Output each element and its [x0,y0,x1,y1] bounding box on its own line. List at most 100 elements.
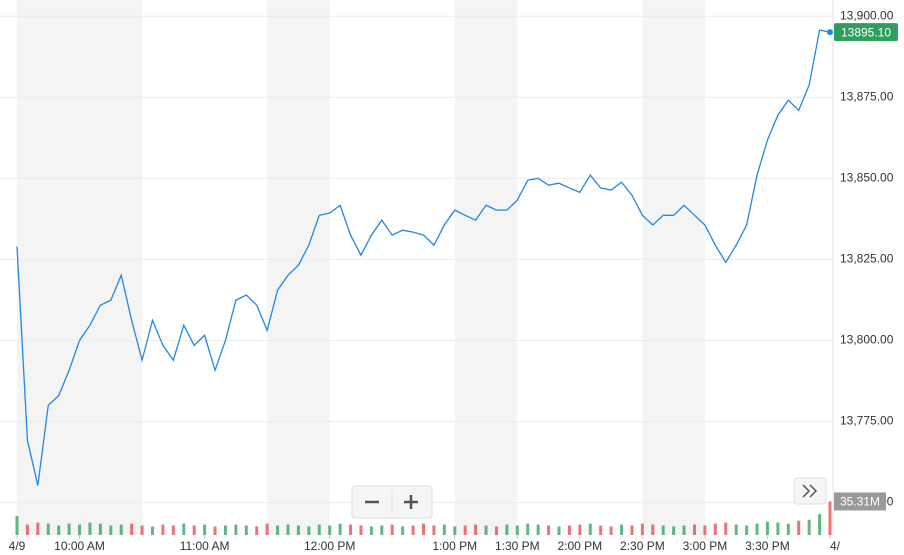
volume-bar [276,525,280,535]
volume-bar [828,501,832,535]
x-tick-label: 11:00 AM [180,539,230,553]
x-tick-label: 3:00 PM [683,539,728,553]
volume-bar [88,522,92,535]
scroll-right[interactable] [793,477,827,505]
volume-bar [422,523,425,535]
volume-bar [171,525,175,535]
volume-bar [599,525,603,535]
volume-bar [203,524,207,535]
volume-bar [411,525,415,535]
volume-bar [244,525,248,535]
volume-bar [78,524,82,535]
x-tick-label: 1:30 PM [495,539,540,553]
volume-bar [380,525,384,535]
volume-bar [25,524,29,535]
volume-bar [703,525,707,535]
volume-bar [182,523,186,535]
volume-badge-label: 35.31M [840,495,880,509]
volume-bar [755,523,759,535]
volume-bar [286,524,290,535]
volume-bar [547,525,551,535]
session-band [267,0,330,535]
x-tick-label: 1:00 PM [432,539,477,553]
volume-bar [98,523,102,535]
volume-bar [36,522,40,535]
volume-bar [338,523,342,535]
y-tick-label: 13,800.00 [840,333,894,347]
volume-bar [494,526,498,535]
volume-bar [713,523,717,535]
volume-bar [15,516,19,535]
volume-bar [651,524,655,535]
y-tick-label: 13,825.00 [840,252,894,266]
volume-bar [786,523,790,535]
session-band [642,0,705,535]
volume-bar [140,525,144,535]
volume-bar [567,525,571,535]
session-band [79,0,143,535]
volume-bar [192,525,196,535]
x-tick-label: 2:30 PM [620,539,665,553]
volume-bar [119,524,123,535]
x-tick-label: 10:00 AM [54,539,105,553]
volume-bar [807,519,811,535]
volume-bar [620,524,624,535]
y-tick-label: 13,775.00 [840,414,894,428]
volume-bar [401,526,405,535]
volume-bar [67,523,71,535]
volume-bar [588,523,592,535]
volume-bar [307,526,311,535]
volume-badge [834,492,886,511]
volume-bar [213,526,217,535]
volume-bar [776,522,780,535]
y-tick-label: 13,850.00 [840,171,894,185]
session-band [454,0,518,535]
y-tick-label: 13,900.00 [840,8,894,22]
volume-bar [223,525,227,535]
x-tick-label: 4/9 [9,539,26,553]
x-tick-label: 4/ [830,539,841,553]
volume-bar [234,524,238,535]
volume-bar [734,524,738,535]
volume-bar [453,526,457,535]
volume-bar [390,524,394,535]
volume-bar [484,525,488,535]
x-tick-label: 12:00 PM [304,539,355,553]
volume-bar [328,525,332,535]
volume-bar [317,524,321,535]
volume-bar [526,523,530,535]
volume-bar [161,524,165,535]
volume-bar [661,525,665,535]
zoom-controls[interactable] [351,485,433,519]
price-badge [834,23,898,42]
volume-bar [130,523,134,535]
volume-bar [359,525,363,535]
volume-bar [349,524,353,535]
volume-bar [442,524,446,535]
volume-bar [369,526,373,535]
y-tick-label: 13,875.00 [840,89,894,103]
volume-bar [255,526,259,535]
last-point [827,29,833,36]
volume-bar [745,525,749,535]
volume-bar [640,523,644,535]
volume-bar [505,524,509,535]
volume-bar [265,523,269,535]
volume-bar [693,524,696,535]
volume-bar [474,524,478,535]
volume-bar [46,523,50,535]
volume-bar [682,525,686,535]
zoom-in[interactable] [404,495,418,509]
volume-bar [151,526,154,535]
volume-bar [765,521,769,535]
volume-bar [515,525,519,535]
volume-bar [609,526,613,535]
session-band [17,0,80,535]
volume-bar [296,525,300,535]
volume-bar [557,526,561,535]
volume-bar [672,526,676,535]
price-badge-label: 13895.10 [841,25,891,39]
volume-bar [463,525,467,535]
volume-bar [724,522,728,535]
